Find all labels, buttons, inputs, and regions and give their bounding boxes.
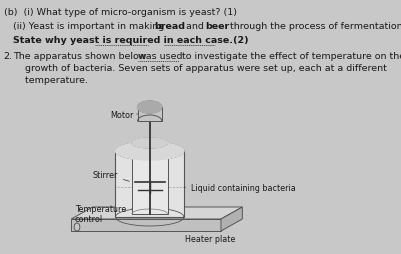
Text: to investigate the effect of temperature on the: to investigate the effect of temperature… [179,52,401,61]
Text: temperature.: temperature. [13,76,88,85]
Text: Liquid containing bacteria: Liquid containing bacteria [184,183,296,192]
Text: (ii) Yeast is important in making: (ii) Yeast is important in making [13,22,167,31]
Text: growth of bacteria. Seven sets of apparatus were set up, each at a different: growth of bacteria. Seven sets of appara… [13,64,387,73]
Text: Temperature
control: Temperature control [75,204,132,224]
Text: Stirrer: Stirrer [93,170,129,182]
Text: through the process of fermentation.: through the process of fermentation. [227,22,401,31]
Text: and: and [183,22,207,31]
Polygon shape [221,207,242,231]
Text: Heater plate: Heater plate [185,234,235,243]
Text: bread: bread [155,22,186,31]
Polygon shape [138,108,162,121]
Polygon shape [132,138,168,148]
Text: (b)  (i) What type of micro-organism is yeast? (1): (b) (i) What type of micro-organism is y… [4,8,237,17]
Polygon shape [132,144,168,214]
Polygon shape [71,219,221,231]
Text: State why yeast is required in each case.(2): State why yeast is required in each case… [13,36,249,45]
Polygon shape [71,207,242,219]
Polygon shape [138,102,162,114]
Polygon shape [115,151,184,217]
Text: The apparatus shown below: The apparatus shown below [13,52,149,61]
Text: was used: was used [138,52,183,61]
Text: 2.: 2. [4,52,12,61]
Circle shape [74,223,80,231]
Text: beer: beer [205,22,229,31]
Text: Motor: Motor [111,111,138,120]
Polygon shape [115,142,184,160]
